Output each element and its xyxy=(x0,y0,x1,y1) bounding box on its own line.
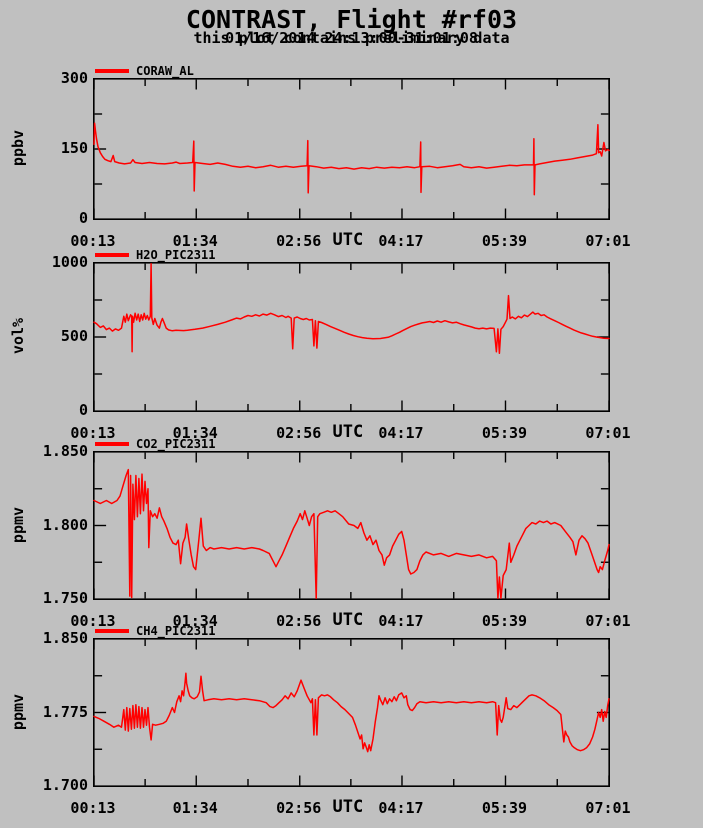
data-trace-coraw_al xyxy=(93,122,610,196)
data-trace-ch4_pic2311 xyxy=(93,672,610,753)
legend: CH4_PIC2311 xyxy=(95,624,215,638)
x-tick-label: 04:17 xyxy=(378,799,424,817)
x-tick-label: 00:13 xyxy=(70,232,116,250)
data-trace-co2_pic2311 xyxy=(93,468,610,600)
x-tick-label: 01:34 xyxy=(172,424,218,442)
x-axis-labels: 00:13 01:34 02:56 04:17 05:39 07:01 UTC xyxy=(0,610,703,632)
x-axis-labels: 00:13 01:34 02:56 04:17 05:39 07:01 UTC xyxy=(0,422,703,444)
x-tick-label: 05:39 xyxy=(481,799,528,817)
y-tick-label: 300 xyxy=(60,69,88,87)
y-tick-label: 500 xyxy=(60,327,88,345)
x-axis-title: UTC xyxy=(332,610,364,630)
y-axis-title: ppmv xyxy=(9,693,27,730)
legend: H2O_PIC2311 xyxy=(95,248,215,262)
x-tick-label: 04:17 xyxy=(378,232,424,250)
plot-area-co2 xyxy=(93,451,610,600)
y-tick-label: 1.850 xyxy=(42,629,88,647)
x-tick-label: 07:01 xyxy=(585,232,631,250)
y-axis-title: vol% xyxy=(9,317,27,355)
x-tick-label: 02:56 xyxy=(276,612,322,630)
legend-line-swatch xyxy=(95,253,129,257)
y-axis-title: ppmv xyxy=(9,506,27,543)
x-tick-label: 07:01 xyxy=(585,799,631,817)
legend-label: H2O_PIC2311 xyxy=(136,248,216,262)
x-tick-label: 02:56 xyxy=(276,424,322,442)
x-tick-label: 01:34 xyxy=(172,799,218,817)
x-axis-title: UTC xyxy=(332,422,364,442)
x-tick-label: 04:17 xyxy=(378,424,424,442)
x-tick-label: 05:39 xyxy=(481,424,528,442)
legend-line-swatch xyxy=(95,629,129,633)
plot-area-ch4 xyxy=(93,638,610,787)
legend-label: CH4_PIC2311 xyxy=(136,624,216,638)
x-tick-label: 00:13 xyxy=(70,424,116,442)
x-tick-label: 07:01 xyxy=(585,424,631,442)
legend-label: CORAW_AL xyxy=(136,64,194,78)
x-tick-label: 07:01 xyxy=(585,612,631,630)
y-tick-label: 0 xyxy=(78,209,88,227)
x-axis-title: UTC xyxy=(332,797,364,817)
x-axis-title: UTC xyxy=(332,230,364,250)
x-tick-label: 01:34 xyxy=(172,232,218,250)
y-tick-label: 1000 xyxy=(51,253,88,271)
legend-label: CO2_PIC2311 xyxy=(136,437,216,451)
x-axis-labels: 00:13 01:34 02:56 04:17 05:39 07:01 UTC xyxy=(0,797,703,819)
x-tick-label: 05:39 xyxy=(481,232,528,250)
plot-area-coraw xyxy=(93,78,610,220)
y-tick-label: 1.850 xyxy=(42,442,88,460)
plot-area-h2o xyxy=(93,262,610,412)
legend: CORAW_AL xyxy=(95,64,194,78)
y-tick-label: 150 xyxy=(60,139,88,157)
chart-title: CONTRAST, Flight #rf03 xyxy=(185,5,518,34)
legend-line-swatch xyxy=(95,442,129,446)
legend: CO2_PIC2311 xyxy=(95,437,215,451)
x-tick-label: 02:56 xyxy=(276,799,322,817)
subtitle-preliminary-note: this plot contains preliminary data xyxy=(193,29,510,47)
legend-line-swatch xyxy=(95,69,129,73)
y-tick-label: 1.775 xyxy=(42,702,88,721)
subtitle-datetime: 01/16/2014 24:13:00-31:01:08 xyxy=(225,29,478,47)
y-tick-label: 0 xyxy=(78,401,88,419)
y-tick-label: 1.700 xyxy=(42,776,88,794)
y-tick-label: 1.750 xyxy=(42,589,88,607)
x-axis-labels: 00:13 01:34 02:56 04:17 05:39 07:01 UTC xyxy=(0,230,703,252)
x-tick-label: 05:39 xyxy=(481,612,528,630)
y-tick-label: 1.800 xyxy=(42,515,88,534)
x-tick-label: 00:13 xyxy=(70,612,116,630)
y-axis-title: ppbv xyxy=(9,129,27,167)
x-tick-label: 02:56 xyxy=(276,232,322,250)
data-trace-h2o_pic2311 xyxy=(93,262,610,355)
x-tick-label: 04:17 xyxy=(378,612,424,630)
x-tick-label: 01:34 xyxy=(172,612,218,630)
x-tick-label: 00:13 xyxy=(70,799,116,817)
